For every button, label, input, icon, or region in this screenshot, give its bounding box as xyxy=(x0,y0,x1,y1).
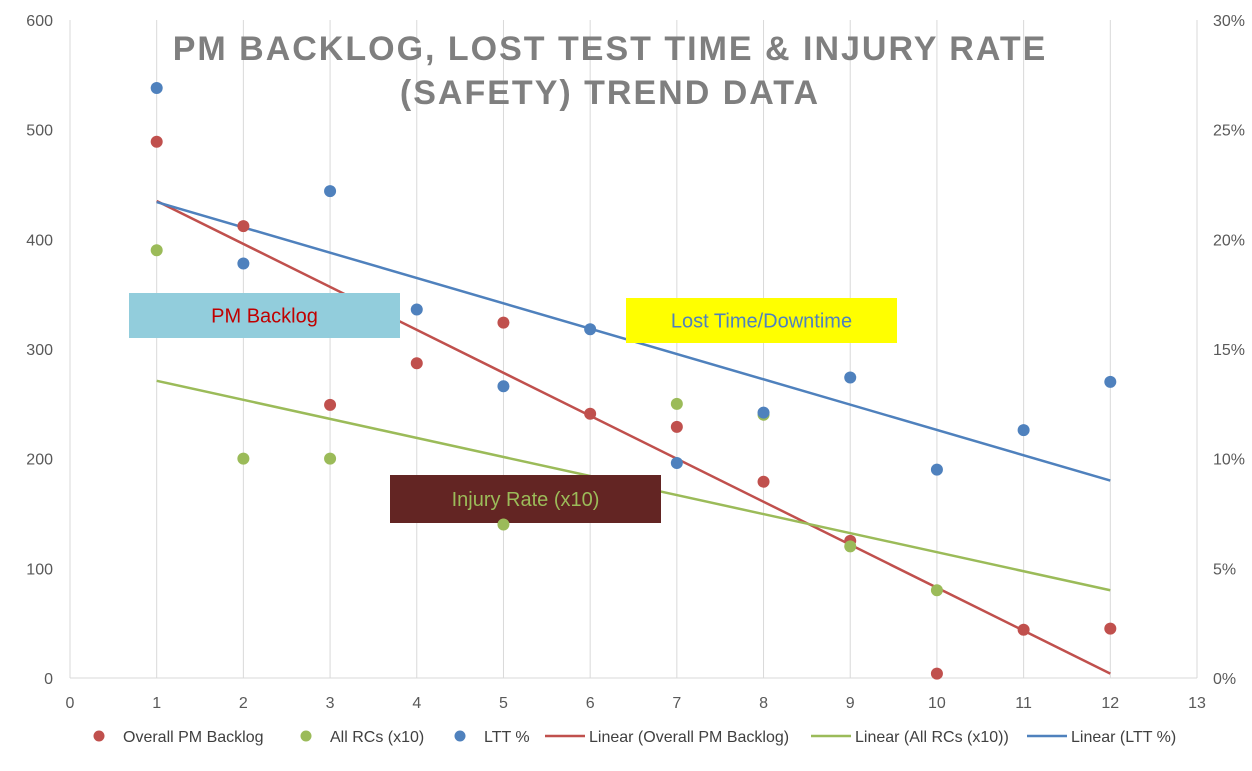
annotation-box xyxy=(129,293,400,338)
y-left-tick-label: 100 xyxy=(26,561,53,578)
x-tick-label: 6 xyxy=(586,695,595,712)
data-point xyxy=(1104,375,1117,388)
data-point xyxy=(930,463,943,476)
data-point xyxy=(150,244,163,257)
data-point xyxy=(324,452,337,465)
trendline xyxy=(156,199,1111,675)
y-left-tick-label: 400 xyxy=(26,232,53,249)
data-point xyxy=(930,667,943,680)
data-point xyxy=(150,81,163,94)
y-left-tick-label: 500 xyxy=(26,123,53,140)
x-tick-label: 0 xyxy=(66,695,75,712)
legend-marker xyxy=(300,730,312,742)
x-tick-label: 10 xyxy=(928,695,946,712)
legend-label: Linear (Overall PM Backlog) xyxy=(589,729,789,746)
x-tick-label: 5 xyxy=(499,695,508,712)
data-point xyxy=(584,323,597,336)
legend-label: LTT % xyxy=(484,729,530,746)
data-point xyxy=(844,371,857,384)
y-right-tick-label: 10% xyxy=(1213,452,1245,469)
data-point xyxy=(670,420,683,433)
data-point xyxy=(410,303,423,316)
data-point xyxy=(1017,623,1030,636)
data-point xyxy=(1017,424,1030,437)
y-left-tick-label: 300 xyxy=(26,342,53,359)
x-tick-label: 13 xyxy=(1188,695,1206,712)
y-right-tick-label: 15% xyxy=(1213,342,1245,359)
x-tick-label: 8 xyxy=(759,695,768,712)
y-left-tick-label: 200 xyxy=(26,452,53,469)
data-point xyxy=(410,357,423,370)
y-left-tick-label: 0 xyxy=(44,671,53,688)
chart-title: PM BACKLOG, LOST TEST TIME & INJURY RATE xyxy=(173,30,1048,68)
x-tick-label: 7 xyxy=(672,695,681,712)
data-point xyxy=(757,406,770,419)
x-tick-label: 9 xyxy=(846,695,855,712)
data-point xyxy=(237,257,250,270)
data-point xyxy=(844,540,857,553)
y-right-tick-label: 5% xyxy=(1213,561,1236,578)
x-tick-label: 11 xyxy=(1015,695,1032,712)
y-left-tick-label: 600 xyxy=(26,13,53,30)
data-point xyxy=(324,398,337,411)
x-tick-label: 3 xyxy=(326,695,335,712)
annotation-box xyxy=(390,475,661,523)
data-point xyxy=(150,135,163,148)
data-point xyxy=(237,452,250,465)
annotation-label: Injury Rate (x10) xyxy=(452,489,600,511)
legend-label: Linear (All RCs (x10)) xyxy=(855,729,1009,746)
data-point xyxy=(497,316,510,329)
annotation-label: PM Backlog xyxy=(211,306,318,328)
data-point xyxy=(497,518,510,531)
x-tick-label: 12 xyxy=(1101,695,1119,712)
data-point xyxy=(757,475,770,488)
legend-label: Overall PM Backlog xyxy=(123,729,264,746)
data-point xyxy=(670,397,683,410)
legend-marker xyxy=(454,730,466,742)
data-point xyxy=(497,380,510,393)
annotation-box xyxy=(626,298,897,343)
data-point xyxy=(1104,622,1117,635)
data-point xyxy=(670,457,683,470)
legend-label: All RCs (x10) xyxy=(330,729,424,746)
y-right-tick-label: 30% xyxy=(1213,13,1245,30)
data-point xyxy=(324,185,337,198)
data-point xyxy=(930,584,943,597)
data-point xyxy=(584,407,597,420)
y-right-tick-label: 25% xyxy=(1213,123,1245,140)
x-tick-label: 2 xyxy=(239,695,248,712)
x-tick-label: 4 xyxy=(412,695,421,712)
chart-title: (SAFETY) TREND DATA xyxy=(400,74,820,112)
x-tick-label: 1 xyxy=(152,695,161,712)
annotation-label: Lost Time/Downtime xyxy=(671,311,852,333)
y-right-tick-label: 20% xyxy=(1213,232,1245,249)
data-point xyxy=(237,220,250,233)
legend-label: Linear (LTT %) xyxy=(1071,729,1176,746)
y-right-tick-label: 0% xyxy=(1213,671,1236,688)
legend-marker xyxy=(93,730,105,742)
